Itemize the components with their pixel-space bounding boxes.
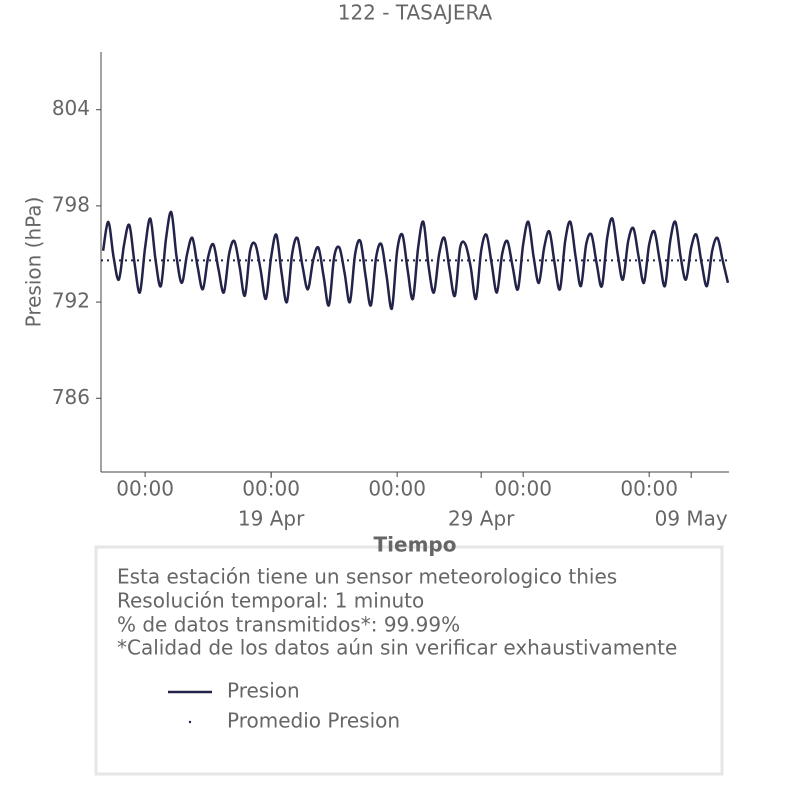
y-tick-label: 792 bbox=[52, 289, 90, 313]
series-line bbox=[101, 210, 730, 311]
info-line: % de datos transmitidos*: 99.99% bbox=[117, 613, 460, 637]
info-line: *Calidad de los datos aún sin verificar … bbox=[117, 636, 677, 660]
y-axis-label: Presion (hPa) bbox=[22, 197, 46, 328]
x-major-tick-label: 19 Apr bbox=[238, 507, 305, 531]
x-tick-label: 00:00 bbox=[368, 477, 426, 501]
legend-label: Presion bbox=[227, 679, 300, 703]
y-tick-label: 804 bbox=[52, 96, 90, 120]
x-tick-label: 00:00 bbox=[242, 477, 300, 501]
legend-label: Promedio Presion bbox=[227, 709, 400, 733]
y-tick-label: 786 bbox=[52, 385, 90, 409]
x-major-tick-label: 29 Apr bbox=[448, 507, 515, 531]
x-tick-label: 00:00 bbox=[116, 477, 174, 501]
x-tick-label: 00:00 bbox=[494, 477, 552, 501]
info-line: Esta estación tiene un sensor meteorolog… bbox=[117, 565, 617, 589]
x-tick-label: 00:00 bbox=[620, 477, 678, 501]
info-box bbox=[94, 545, 724, 776]
x-major-tick-label: 09 May bbox=[655, 507, 728, 531]
chart-title: 122 - TASAJERA bbox=[338, 1, 493, 25]
legend-marker bbox=[188, 720, 192, 724]
info-line: Resolución temporal: 1 minuto bbox=[117, 589, 424, 613]
y-tick-label: 798 bbox=[52, 192, 90, 216]
x-axis-label: Tiempo bbox=[374, 533, 457, 557]
